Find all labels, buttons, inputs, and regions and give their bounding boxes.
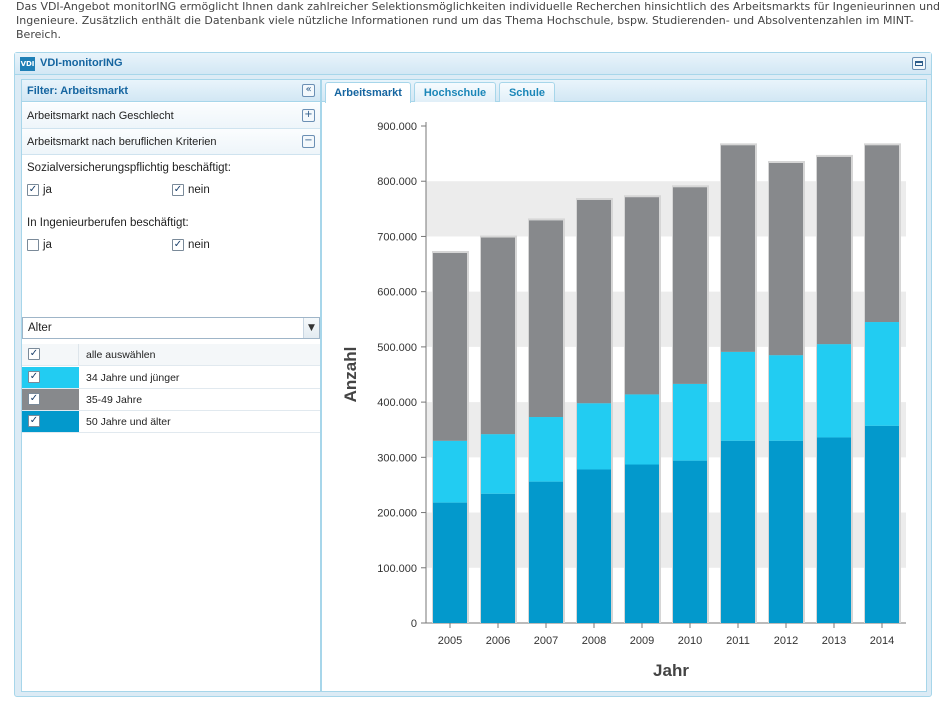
x-tick-label: 2012	[774, 635, 798, 647]
tab-arbeitsmarkt[interactable]: Arbeitsmarkt	[325, 82, 411, 103]
x-tick-label: 2011	[726, 635, 750, 647]
bar-segment	[529, 481, 563, 623]
y-tick-label: 500.000	[377, 342, 417, 354]
bar-segment	[433, 253, 467, 441]
sv-ja-label: ja	[43, 184, 52, 196]
intro-text: Das VDI-Angebot monitorING ermöglicht Ih…	[16, 0, 941, 41]
collapse-icon[interactable]: −	[302, 135, 315, 148]
bar-segment	[721, 145, 755, 352]
maximize-icon[interactable]	[912, 57, 926, 70]
bar-segment	[433, 440, 467, 503]
bar-segment	[769, 162, 803, 356]
bar-segment	[577, 199, 611, 404]
bar-segment	[817, 344, 851, 438]
age-checkbox[interactable]: ✓	[28, 415, 40, 427]
sv-label: Sozialversicherungspflichtig beschäftigt…	[27, 162, 231, 174]
select-all-label: alle auswählen	[86, 349, 156, 361]
x-tick-label: 2008	[582, 635, 606, 647]
tab-schule[interactable]: Schule	[499, 82, 555, 102]
y-tick-label: 200.000	[377, 508, 417, 520]
category-select[interactable]: Alter ▼	[22, 317, 320, 339]
bar-segment	[481, 434, 515, 494]
bar-segment	[577, 403, 611, 470]
x-tick-label: 2007	[534, 635, 558, 647]
panel-header: VDI VDI-monitorING	[15, 53, 931, 75]
ing-ja-checkbox[interactable]	[27, 239, 39, 251]
x-axis-label: Jahr	[653, 661, 689, 680]
ing-nein-label: nein	[188, 239, 210, 251]
bar-segment	[865, 145, 899, 323]
x-tick-label: 2014	[870, 635, 894, 647]
bar-segment	[769, 440, 803, 623]
y-tick-label: 100.000	[377, 563, 417, 575]
bar-segment	[817, 156, 851, 345]
y-tick-label: 300.000	[377, 452, 417, 464]
accordion-label: Arbeitsmarkt nach beruflichen Kriterien	[27, 136, 217, 148]
y-tick-label: 0	[411, 618, 417, 630]
y-tick-label: 800.000	[377, 176, 417, 188]
ing-nein-checkbox[interactable]: ✓	[172, 239, 184, 251]
ing-ja-label: ja	[43, 239, 52, 251]
stacked-bar-chart: 0 100.000 200.000 300.000 400.000 500.000 600.…	[341, 121, 906, 680]
y-tick-label: 700.000	[377, 231, 417, 243]
sv-ja-checkbox[interactable]: ✓	[27, 184, 39, 196]
filter-header: Filter: Arbeitsmarkt «	[22, 80, 320, 102]
sv-nein-checkbox[interactable]: ✓	[172, 184, 184, 196]
select-value: Alter	[28, 322, 52, 334]
bar-segment	[865, 322, 899, 426]
select-all-checkbox[interactable]: ✓	[28, 348, 40, 360]
bar-segment	[865, 425, 899, 623]
bar-segment	[769, 355, 803, 441]
x-tick-label: 2005	[438, 635, 462, 647]
age-checkbox[interactable]: ✓	[28, 371, 40, 383]
bar-segment	[673, 460, 707, 623]
list-item[interactable]: ✓ 34 Jahre und jünger	[22, 367, 320, 389]
tab-strip: Arbeitsmarkt Hochschule Schule	[322, 80, 926, 103]
y-tick-label: 400.000	[377, 397, 417, 409]
chevron-down-icon[interactable]: ▼	[303, 318, 319, 338]
bar-segment	[817, 437, 851, 623]
accordion-berufliche-kriterien[interactable]: Arbeitsmarkt nach beruflichen Kriterien …	[22, 129, 320, 155]
filter-title: Filter: Arbeitsmarkt	[27, 85, 129, 97]
bar-segment	[625, 394, 659, 465]
x-tick-label: 2006	[486, 635, 510, 647]
accordion-label: Arbeitsmarkt nach Geschlecht	[27, 110, 174, 122]
bar-segment	[673, 187, 707, 384]
age-label: 34 Jahre und jünger	[86, 372, 180, 384]
expand-icon[interactable]: +	[302, 109, 315, 122]
y-axis-label: Anzahl	[341, 347, 360, 403]
select-all-row[interactable]: ✓ alle auswählen	[22, 344, 320, 366]
accordion-geschlecht[interactable]: Arbeitsmarkt nach Geschlecht +	[22, 103, 320, 129]
bar-segment	[625, 464, 659, 623]
bar-segment	[433, 502, 467, 623]
collapse-left-icon[interactable]: «	[302, 84, 315, 97]
list-item[interactable]: ✓ 50 Jahre und älter	[22, 411, 320, 433]
panel-title: VDI-monitorING	[40, 57, 123, 69]
bar-segment	[529, 220, 563, 418]
ing-label: In Ingenieurberufen beschäftigt:	[27, 217, 189, 229]
filter-panel: Filter: Arbeitsmarkt « Arbeitsmarkt nach…	[21, 79, 321, 692]
bar-segment	[529, 417, 563, 482]
bar-segment	[673, 383, 707, 461]
sv-nein-label: nein	[188, 184, 210, 196]
x-tick-label: 2013	[822, 635, 846, 647]
age-label: 35-49 Jahre	[86, 394, 143, 406]
age-label: 50 Jahre und älter	[86, 416, 171, 428]
y-tick-label: 600.000	[377, 287, 417, 299]
content-panel: Arbeitsmarkt Hochschule Schule 0 100.000 2…	[321, 79, 927, 692]
tab-hochschule[interactable]: Hochschule	[414, 82, 496, 102]
bar-segment	[481, 493, 515, 623]
monitoring-panel: VDI VDI-monitorING Filter: Arbeitsmarkt …	[14, 52, 932, 697]
x-tick-label: 2010	[678, 635, 702, 647]
bar-segment	[721, 440, 755, 623]
age-checkbox[interactable]: ✓	[28, 393, 40, 405]
bar-segment	[481, 237, 515, 435]
bar-segment	[577, 469, 611, 623]
x-tick-label: 2009	[630, 635, 654, 647]
bar-segment	[721, 351, 755, 441]
vdi-logo: VDI	[20, 57, 35, 71]
bar-segment	[625, 197, 659, 395]
y-tick-label: 900.000	[377, 121, 417, 133]
list-item[interactable]: ✓ 35-49 Jahre	[22, 389, 320, 411]
